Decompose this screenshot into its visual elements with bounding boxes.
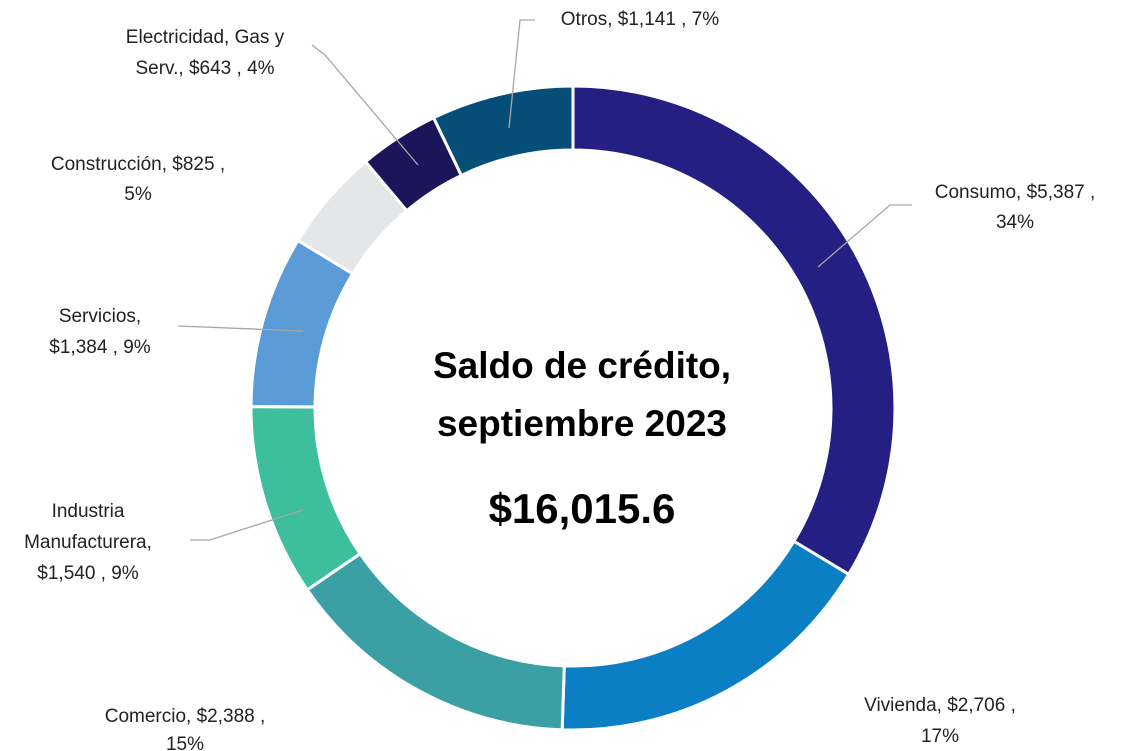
data-label: $1,540 , 9% xyxy=(37,563,139,584)
data-label: 17% xyxy=(921,726,959,747)
data-label: Servicios, xyxy=(59,306,141,327)
data-label: $1,384 , 9% xyxy=(49,337,151,358)
chart-title: Saldo de crédito, xyxy=(433,345,731,386)
data-label: Manufacturera, xyxy=(24,532,152,553)
data-label: 15% xyxy=(166,734,204,751)
data-label: 34% xyxy=(996,212,1034,233)
data-label: Serv., $643 , 4% xyxy=(135,58,274,79)
chart-title: septiembre 2023 xyxy=(437,403,727,444)
donut-segment xyxy=(431,84,575,178)
total-annotation: $16,015.6 xyxy=(489,485,676,532)
donut-segment xyxy=(305,551,566,732)
leader-line xyxy=(508,19,535,129)
data-label: Industria xyxy=(52,501,125,522)
data-label: Comercio, $2,388 , xyxy=(105,706,266,727)
data-label: 5% xyxy=(124,184,152,205)
donut-segment xyxy=(249,405,363,592)
donut-segment xyxy=(571,84,897,577)
data-label: Construcción, $825 , xyxy=(51,154,225,175)
leader-line xyxy=(177,325,304,332)
data-label: Vivienda, $2,706 , xyxy=(864,695,1016,716)
leader-line xyxy=(190,509,304,541)
data-label: Otros, $1,141 , 7% xyxy=(561,9,720,30)
leader-line xyxy=(817,204,912,268)
data-label: Consumo, $5,387 , xyxy=(935,182,1096,203)
donut-segment xyxy=(560,539,851,732)
data-label: Electricidad, Gas y xyxy=(126,27,285,48)
leader-line xyxy=(311,44,419,166)
